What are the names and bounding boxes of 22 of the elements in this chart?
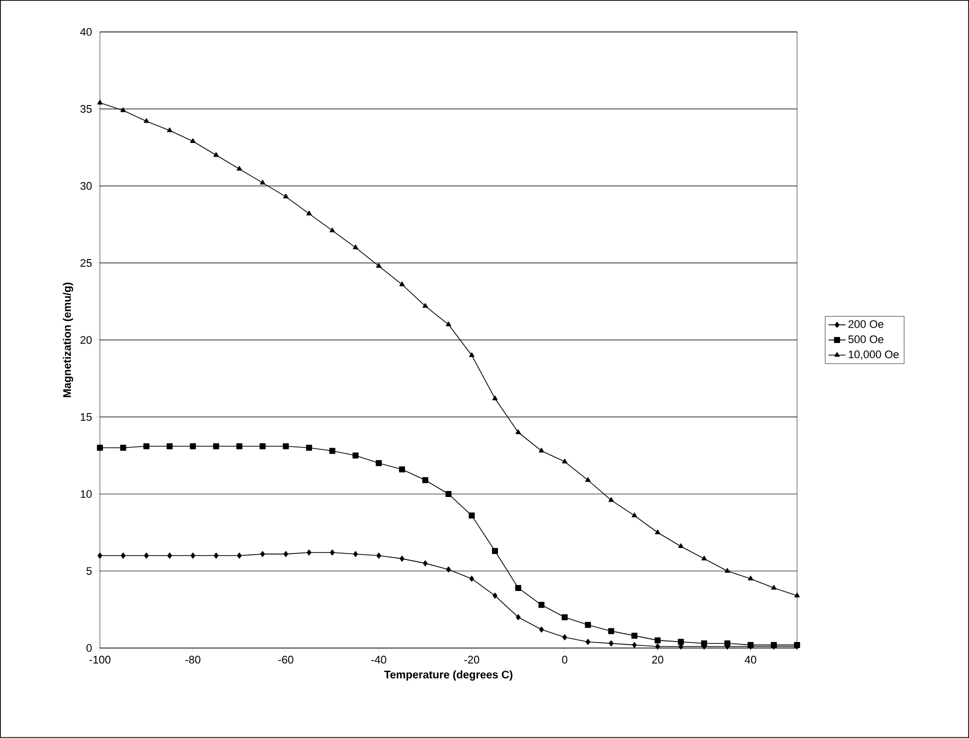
x-tick-label: -80 bbox=[185, 656, 200, 664]
y-tick-label: 5 bbox=[86, 567, 92, 575]
x-tick-label: -40 bbox=[371, 656, 386, 664]
y-tick-label: 20 bbox=[80, 336, 92, 344]
legend-label: 500 Oe bbox=[848, 335, 884, 344]
y-tick-label: 10 bbox=[80, 490, 92, 498]
x-tick-label: -60 bbox=[278, 656, 294, 664]
x-axis-title: Temperature (degrees C) bbox=[384, 670, 512, 681]
y-tick-label: 30 bbox=[80, 182, 92, 190]
x-tick-label: -20 bbox=[464, 656, 480, 664]
x-tick-label: 0 bbox=[562, 656, 568, 664]
y-tick-label: 35 bbox=[80, 105, 92, 113]
legend-label: 10,000 Oe bbox=[848, 350, 899, 360]
y-tick-label: 25 bbox=[80, 259, 92, 267]
legend-label: 200 Oe bbox=[848, 320, 884, 328]
x-tick-label: 40 bbox=[744, 656, 756, 664]
y-tick-label: 15 bbox=[80, 413, 92, 421]
x-tick-label: 20 bbox=[652, 656, 664, 664]
y-tick-label: 0 bbox=[86, 644, 92, 652]
y-tick-label: 40 bbox=[80, 28, 92, 36]
x-tick-label: -100 bbox=[89, 656, 110, 664]
y-axis-title: Magnetization (emu/g) bbox=[62, 282, 74, 398]
